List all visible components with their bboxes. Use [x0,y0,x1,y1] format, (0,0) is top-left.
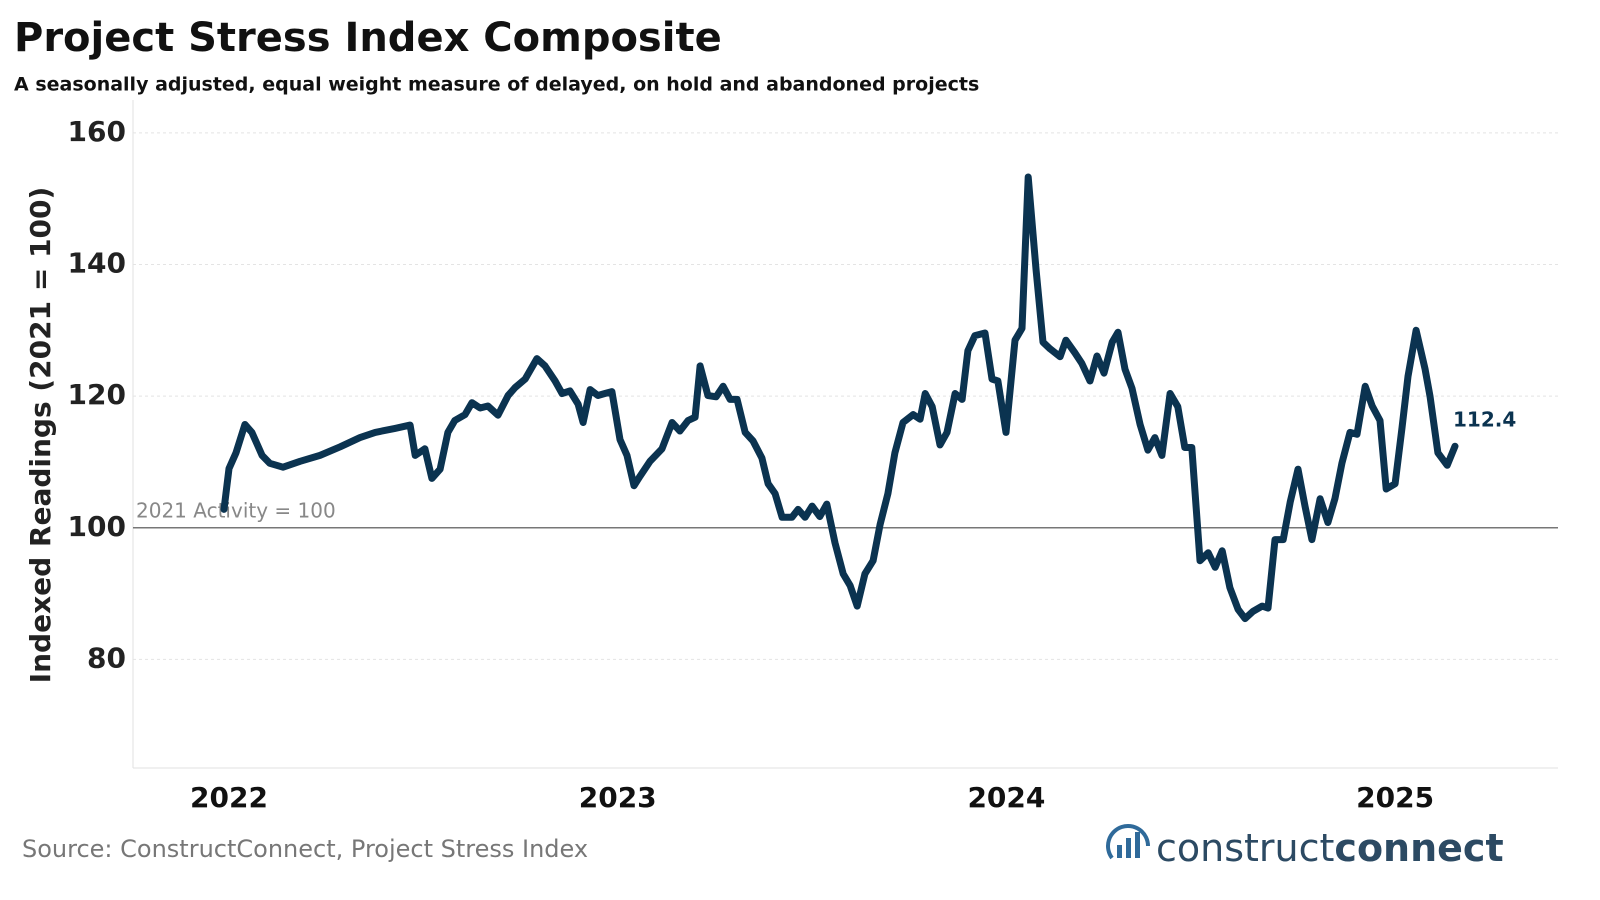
chart-subtitle: A seasonally adjusted, equal weight meas… [14,74,979,96]
x-tick-label: 2023 [579,781,657,814]
x-tick-label: 2024 [967,781,1045,814]
y-tick-label: 120 [68,378,126,411]
logo-text: constructconnect [1156,826,1504,870]
reference-label: 2021 Activity = 100 [136,498,336,522]
end-value-label: 112.4 [1453,408,1516,432]
source-note: Source: ConstructConnect, Project Stress… [22,835,588,863]
x-tick-label: 2025 [1356,781,1434,814]
series-line [220,173,1459,623]
y-axis-label: Indexed Readings (2021 = 100) [24,187,57,684]
y-tick-label: 140 [68,247,126,280]
y-tick-label: 80 [87,641,126,674]
logo-icon [1106,824,1150,860]
chart-title: Project Stress Index Composite [14,15,722,61]
logo: constructconnect [1106,824,1504,870]
logo-light: construct [1156,826,1334,870]
y-tick-label: 100 [68,510,126,543]
x-tick-label: 2022 [190,781,268,814]
logo-bold: connect [1334,826,1503,870]
y-tick-label: 160 [68,115,126,148]
